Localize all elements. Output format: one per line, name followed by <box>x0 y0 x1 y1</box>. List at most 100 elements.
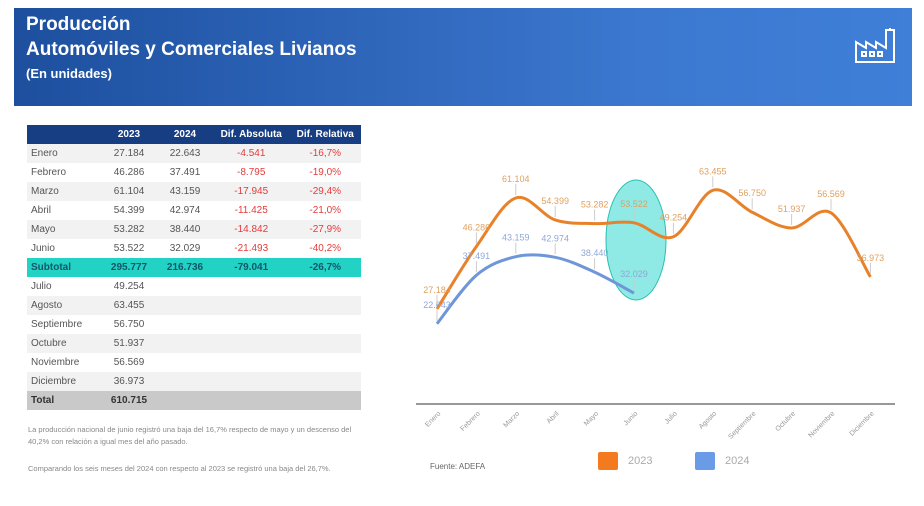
highlight-ellipse <box>605 179 667 301</box>
column-header: 2023 <box>101 125 157 144</box>
table-cell: 27.184 <box>101 144 157 163</box>
title: Producción <box>26 14 131 35</box>
table-cell: Junio <box>31 243 55 254</box>
table-cell: 42.974 <box>169 205 201 216</box>
table-cell: Octubre <box>27 334 101 353</box>
table-cell: 43.159 <box>157 182 213 201</box>
table-cell: 63.455 <box>101 296 157 315</box>
table-cell: -4.541 <box>213 144 290 163</box>
table-cell: Marzo <box>27 182 101 201</box>
production-table: 2023 2024 Dif. Absoluta Dif. Relativa Enero 2… <box>27 125 361 410</box>
table-cell: Total <box>27 391 101 410</box>
data-label: 63.455 <box>699 166 727 176</box>
table-cell: 216.736 <box>157 258 213 277</box>
column-header <box>27 125 101 144</box>
table-row: Noviembre 56.569 <box>27 353 361 372</box>
legend-label: 2024 <box>725 455 750 467</box>
table-row: Septiembre 56.750 <box>27 315 361 334</box>
table-cell: -79.041 <box>213 258 290 277</box>
table-cell: -17.945 <box>213 182 290 201</box>
table-row: Julio 49.254 <box>27 277 361 296</box>
table-row: Octubre 51.937 <box>27 334 361 353</box>
table-row: Junio 53.522 32.029 -21.493 -40,2% <box>27 239 361 258</box>
data-label: 53.522 <box>620 199 648 209</box>
table-cell: -26,7% <box>289 258 361 277</box>
table-cell <box>289 391 361 410</box>
table-cell: 53.282 <box>101 220 157 239</box>
table-cell: 36.973 <box>101 372 157 391</box>
data-label: 61.104 <box>502 174 530 184</box>
table-cell: -21.493 <box>234 243 269 254</box>
x-tick-label: Abril <box>546 410 561 425</box>
table-cell: Diciembre <box>27 372 101 391</box>
header-banner: Producción Automóviles y Comerciales Liv… <box>14 8 912 106</box>
table-cell: -27,9% <box>289 220 361 239</box>
data-label: 54.399 <box>541 196 569 206</box>
table-cell <box>213 334 290 353</box>
table-cell: Septiembre <box>31 319 83 330</box>
table-cell <box>213 296 290 315</box>
table-cell: Mayo <box>27 220 101 239</box>
x-tick-label: Junio <box>623 410 640 427</box>
table-cell: 56.569 <box>113 357 145 368</box>
table-row: Abril 54.399 42.974 -11.425 -21,0% <box>27 201 361 220</box>
table-cell: -16,7% <box>289 144 361 163</box>
legend-swatch-2023 <box>598 452 618 470</box>
source-label: Fuente: ADEFA <box>430 462 486 471</box>
table-row: Total 610.715 <box>27 391 361 410</box>
table-cell: Febrero <box>31 167 67 178</box>
data-label: 32.029 <box>620 269 648 279</box>
table-cell <box>157 334 213 353</box>
table-cell <box>157 372 213 391</box>
table-cell: Julio <box>31 281 52 292</box>
table-cell: 37.491 <box>169 167 201 178</box>
legend-label: 2023 <box>628 455 653 467</box>
series-line-2023 <box>435 188 872 310</box>
data-label: 56.569 <box>817 189 845 199</box>
data-label: 53.282 <box>581 200 609 210</box>
table-cell: -11.425 <box>234 205 268 216</box>
table-cell: Agosto <box>27 296 101 315</box>
data-label: 46.286 <box>463 222 491 232</box>
table-cell: 38.440 <box>157 220 213 239</box>
table-cell: Noviembre <box>31 357 80 368</box>
data-label: 42.974 <box>541 233 569 243</box>
table-cell <box>289 372 361 391</box>
table-cell <box>213 391 290 410</box>
table-row: Febrero 46.286 37.491 -8.795 -19,0% <box>27 163 361 182</box>
table-cell: 51.937 <box>101 334 157 353</box>
column-header: Dif. Relativa <box>289 125 361 144</box>
series-line-2024 <box>435 253 635 325</box>
x-tick-label: Febrero <box>460 410 482 432</box>
table-cell: 49.254 <box>113 281 145 292</box>
legend-2023: 2023 <box>598 452 652 470</box>
table-cell: 56.750 <box>113 319 145 330</box>
data-label: 49.254 <box>660 213 688 223</box>
table-cell: -21,0% <box>309 205 342 216</box>
x-tick-label: Noviembre <box>808 410 837 439</box>
table-cell <box>289 296 361 315</box>
table-cell: -29,4% <box>289 182 361 201</box>
table-cell: 295.777 <box>101 258 157 277</box>
x-tick-label: Diciembre <box>849 410 876 437</box>
subtitle: Automóviles y Comerciales Livianos <box>26 39 357 60</box>
table-cell: 22.643 <box>157 144 213 163</box>
data-label: 22.643 <box>423 300 451 310</box>
table-row: Enero 27.184 22.643 -4.541 -16,7% <box>27 144 361 163</box>
column-header: Dif. Absoluta <box>213 125 290 144</box>
table-cell: -19,0% <box>309 167 342 178</box>
factory-icon <box>855 28 895 63</box>
note-2: Comparando los seis meses del 2024 con r… <box>28 464 331 473</box>
table-cell <box>157 296 213 315</box>
table-cell: 54.399 <box>113 205 145 216</box>
table-cell: 610.715 <box>101 391 157 410</box>
table-cell: 61.104 <box>101 182 157 201</box>
table-cell <box>289 334 361 353</box>
data-label: 51.937 <box>778 204 806 214</box>
legend-swatch-2024 <box>695 452 715 470</box>
x-tick-label: Enero <box>424 410 442 428</box>
table-row: Agosto 63.455 <box>27 296 361 315</box>
table-cell: -40,2% <box>309 243 342 254</box>
table-cell: Enero <box>27 144 101 163</box>
